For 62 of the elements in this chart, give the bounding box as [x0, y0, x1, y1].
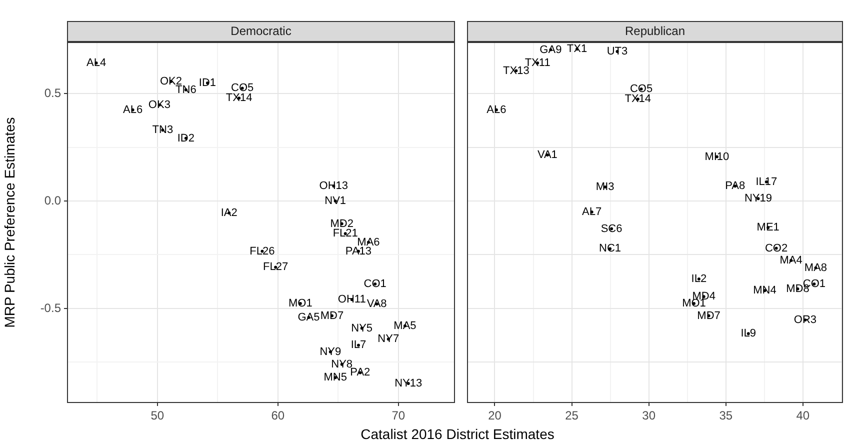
data-label: VA1 — [537, 149, 558, 162]
data-label: MD7 — [697, 310, 720, 322]
data-label: OH13 — [319, 180, 348, 192]
x-tick-label: 35 — [719, 408, 733, 423]
data-label: CO5 — [630, 83, 653, 96]
data-label: NY19 — [744, 192, 772, 205]
chart-title: Republican — [624, 24, 686, 38]
y-tick-label: 0.0 — [44, 193, 62, 208]
data-label: NV1 — [324, 195, 346, 208]
x-tick-label: 70 — [392, 408, 406, 423]
data-label: IL7 — [350, 339, 366, 352]
data-label: IL17 — [756, 176, 778, 188]
data-label: IL9 — [740, 328, 756, 340]
data-label: NY7 — [378, 333, 400, 346]
x-axis-title: Catalist 2016 District Estimates — [360, 426, 556, 442]
x-tick-label: 30 — [642, 408, 656, 423]
x-tick-label: 40 — [796, 408, 810, 423]
chart-title: Democratic — [230, 24, 292, 38]
data-label: MN5 — [324, 372, 347, 384]
data-label: PA2 — [350, 366, 370, 379]
data-label: NC1 — [598, 242, 622, 255]
data-label: NY13 — [394, 377, 422, 390]
data-label: NY9 — [320, 346, 342, 358]
x-tick-label: 20 — [488, 408, 502, 423]
data-label: ID1 — [198, 77, 216, 90]
data-label: CO5 — [231, 82, 254, 94]
data-label: PA8 — [725, 180, 746, 192]
data-label: FL27 — [263, 261, 288, 274]
data-label: SC6 — [600, 222, 622, 235]
y-tick-label: 0.5 — [44, 86, 62, 100]
x-tick-label: 25 — [565, 408, 579, 423]
data-label: AL4 — [86, 57, 106, 70]
data-label: TX14 — [624, 93, 652, 106]
data-label: UT3 — [606, 45, 628, 58]
data-label: FL21 — [332, 228, 358, 240]
data-label: CO2 — [764, 242, 788, 254]
data-label: TN3 — [152, 124, 174, 136]
data-label: OH11 — [338, 294, 366, 306]
data-label: AL7 — [582, 206, 602, 218]
data-label: AL6 — [123, 104, 143, 116]
data-label: IL2 — [691, 273, 707, 286]
x-tick-label: 50 — [150, 408, 164, 423]
data-label: ME1 — [756, 222, 780, 234]
data-label: MN4 — [753, 284, 776, 297]
data-label: MA4 — [780, 254, 802, 267]
data-label: TX14 — [226, 92, 252, 104]
data-label: FL26 — [250, 245, 275, 258]
data-label: MD2 — [330, 218, 354, 230]
data-label: ID2 — [177, 132, 194, 144]
data-label: AL6 — [486, 104, 506, 116]
data-label: MD7 — [320, 310, 344, 322]
data-label: VA8 — [366, 298, 387, 310]
y-tick-label: -0.5 — [40, 300, 62, 315]
data-label: MI10 — [704, 150, 730, 163]
data-label: MI3 — [596, 181, 614, 194]
data-label: MO1 — [288, 298, 312, 310]
data-label: TX13 — [503, 64, 530, 77]
data-label: PA13 — [345, 245, 372, 258]
x-tick-label: 60 — [271, 408, 285, 423]
y-axis-title: MRP Public Preference Estimates — [1, 117, 18, 328]
data-label: CO1 — [364, 278, 386, 290]
data-label: NY5 — [351, 322, 373, 334]
